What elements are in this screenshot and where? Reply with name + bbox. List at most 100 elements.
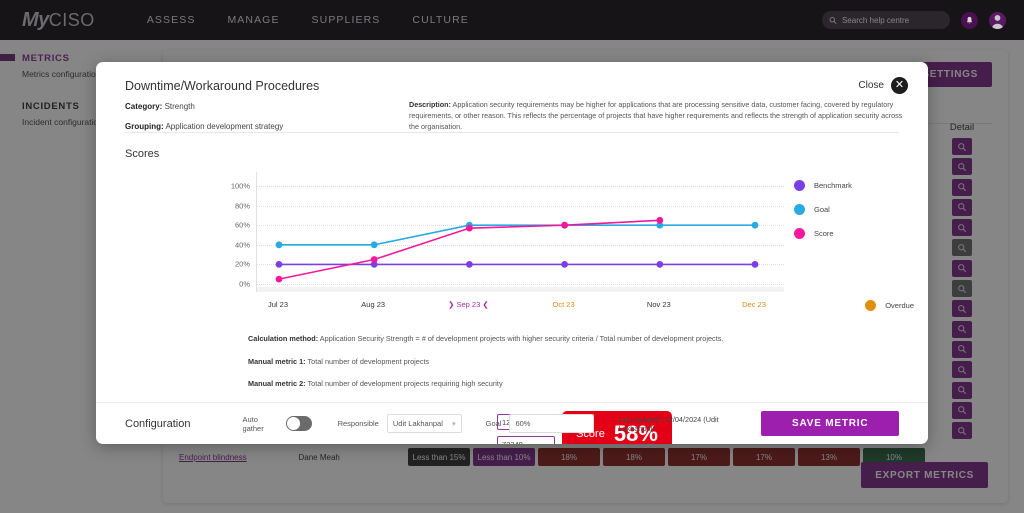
- legend-dot: [794, 228, 805, 239]
- chart-gridline: [257, 186, 784, 187]
- bell-icon: [966, 16, 973, 23]
- chart-y-tick-label: 20%: [234, 259, 250, 269]
- overdue-legend-label: Overdue: [885, 301, 914, 310]
- legend-label: Goal: [814, 205, 830, 214]
- chart-y-tick-label: 80%: [234, 201, 250, 211]
- nav-item-manage[interactable]: MANAGE: [227, 14, 280, 26]
- configuration-title: Configuration: [125, 417, 191, 430]
- legend-item-score: Score: [794, 228, 914, 239]
- responsible-value: Udit Lakhanpal: [392, 419, 443, 428]
- chart-x-tick-nov-23[interactable]: Nov 23: [646, 300, 671, 309]
- top-navigation-bar: My CISO ASSESS MANAGE SUPPLIERS CULTURE: [0, 0, 1024, 40]
- manual-metric-2-label: Total number of development projects req…: [307, 379, 503, 388]
- chart-point-benchmark[interactable]: [370, 261, 378, 268]
- chart-point-score[interactable]: [656, 216, 664, 224]
- goal-input[interactable]: [509, 414, 595, 433]
- chart-y-tick-label: 40%: [234, 240, 250, 250]
- chart-x-tick-dec-23[interactable]: Dec 23: [742, 300, 766, 309]
- chart-baseline: [257, 287, 784, 292]
- chart-line-goal: [279, 224, 755, 246]
- manual-metric-1-label: Total number of development projects: [307, 357, 430, 366]
- category-key: Category:: [125, 102, 163, 111]
- chart-point-benchmark[interactable]: [656, 261, 664, 268]
- chart-gridline: [257, 244, 784, 246]
- user-avatar-icon: [991, 14, 1004, 29]
- chart-point-benchmark[interactable]: [561, 261, 568, 268]
- auto-gather-label: Auto gather: [242, 414, 264, 433]
- modal-meta: Category: Strength Grouping: Application…: [125, 102, 375, 142]
- legend-item-benchmark: Benchmark: [794, 180, 914, 191]
- calculation-key: Calculation method:: [248, 334, 319, 343]
- legend-dot: [794, 204, 805, 215]
- chart-point-score[interactable]: [561, 221, 568, 229]
- chevron-down-icon: ▾: [452, 420, 456, 428]
- help-search-input[interactable]: [841, 15, 943, 25]
- manual-metric-2-line: Manual metric 2: Total number of develop…: [248, 379, 503, 388]
- chart-point-goal[interactable]: [751, 221, 759, 229]
- grouping-key: Grouping:: [125, 122, 164, 131]
- help-search-box[interactable]: [822, 11, 950, 29]
- close-label: Close: [858, 80, 884, 91]
- chart-point-goal[interactable]: [370, 241, 378, 249]
- chart-point-goal[interactable]: [656, 221, 664, 229]
- chart-point-goal[interactable]: [275, 241, 283, 249]
- manual-metric-2-input[interactable]: [497, 436, 555, 444]
- scores-section-title: Scores: [125, 148, 160, 160]
- chart-y-tick-label: 60%: [234, 220, 250, 230]
- nav-item-suppliers[interactable]: SUPPLIERS: [311, 14, 381, 26]
- configuration-bar: Configuration Auto gather Responsible Ud…: [96, 402, 928, 444]
- grouping-value: Application development strategy: [165, 122, 284, 131]
- chart-x-tick-sep-23[interactable]: ❯ Sep 23 ❮: [448, 300, 489, 309]
- auto-gather-toggle[interactable]: [285, 416, 312, 431]
- chart-gridline: [257, 205, 784, 207]
- last-updated-text: Last updated: 12/04/2024 (Udit Lakhanpal…: [618, 414, 719, 433]
- chart-x-tick-jul-23[interactable]: Jul 23: [267, 300, 289, 309]
- legend-item-goal: Goal: [794, 204, 914, 215]
- calculation-method-line: Calculation method: Application Security…: [248, 334, 723, 343]
- manual-metric-1-key: Manual metric 1:: [248, 357, 306, 366]
- goal-label: Goal: [485, 419, 502, 428]
- modal-close-button[interactable]: Close ✕: [858, 77, 908, 94]
- chart-point-score[interactable]: [275, 275, 283, 283]
- app-logo[interactable]: My CISO: [22, 9, 95, 32]
- chart-x-tick-aug-23[interactable]: Aug 23: [361, 300, 386, 309]
- legend-dot: [794, 180, 805, 191]
- chart-point-benchmark[interactable]: [751, 261, 759, 268]
- description-value: Application security requirements may be…: [409, 100, 903, 132]
- modal-title: Downtime/Workaround Procedures: [125, 79, 320, 93]
- description-block: Description: Application security requir…: [409, 99, 909, 132]
- chart-x-tick-oct-23[interactable]: Oct 23: [552, 300, 575, 309]
- search-icon: [829, 16, 837, 24]
- category-line: Category: Strength: [125, 102, 375, 111]
- manual-metric-1-line: Manual metric 1: Total number of develop…: [248, 357, 429, 366]
- overdue-legend-dot: [865, 300, 877, 311]
- grouping-line: Grouping: Application development strate…: [125, 122, 375, 131]
- save-metric-button[interactable]: SAVE METRIC: [761, 411, 899, 436]
- nav-item-assess[interactable]: ASSESS: [146, 14, 196, 26]
- toggle-knob: [286, 417, 300, 430]
- notifications-button[interactable]: [961, 11, 978, 29]
- chart-x-axis-labels: Jul 23 Aug 23 ❯ Sep 23 ❮ Oct 23 Nov 23 Dec 23: [256, 300, 784, 314]
- chart-point-benchmark[interactable]: [275, 261, 283, 268]
- legend-label: Benchmark: [814, 181, 852, 190]
- chart-point-score[interactable]: [466, 224, 473, 232]
- logo-my-text: My: [22, 8, 49, 31]
- score-value: 58%: [613, 420, 658, 445]
- legend-item-overdue: Overdue: [865, 300, 914, 311]
- chart-y-tick-label: 0%: [239, 279, 250, 289]
- responsible-select[interactable]: Udit Lakhanpal ▾: [386, 414, 462, 433]
- chart-legend: Benchmark Goal Score: [794, 180, 914, 252]
- chart-gridline: [257, 284, 784, 285]
- metric-detail-modal: Downtime/Workaround Procedures Close ✕ C…: [96, 62, 928, 444]
- chart-point-score[interactable]: [370, 256, 378, 263]
- user-avatar[interactable]: [989, 11, 1006, 29]
- close-icon: ✕: [891, 77, 908, 94]
- chart-point-benchmark[interactable]: [466, 261, 473, 268]
- nav-item-culture[interactable]: CULTURE: [412, 14, 469, 26]
- chart-y-axis-labels: 0% 20% 40% 60% 80% 100%: [224, 172, 252, 292]
- chart-plot-area: [256, 172, 784, 292]
- chart-series-layer: [275, 216, 759, 283]
- scores-chart: 0% 20% 40% 60% 80% 100% Jul 23 Aug 23 ❯ Sep 23 …: [224, 172, 914, 314]
- chart-y-tick-label: 100%: [230, 181, 250, 191]
